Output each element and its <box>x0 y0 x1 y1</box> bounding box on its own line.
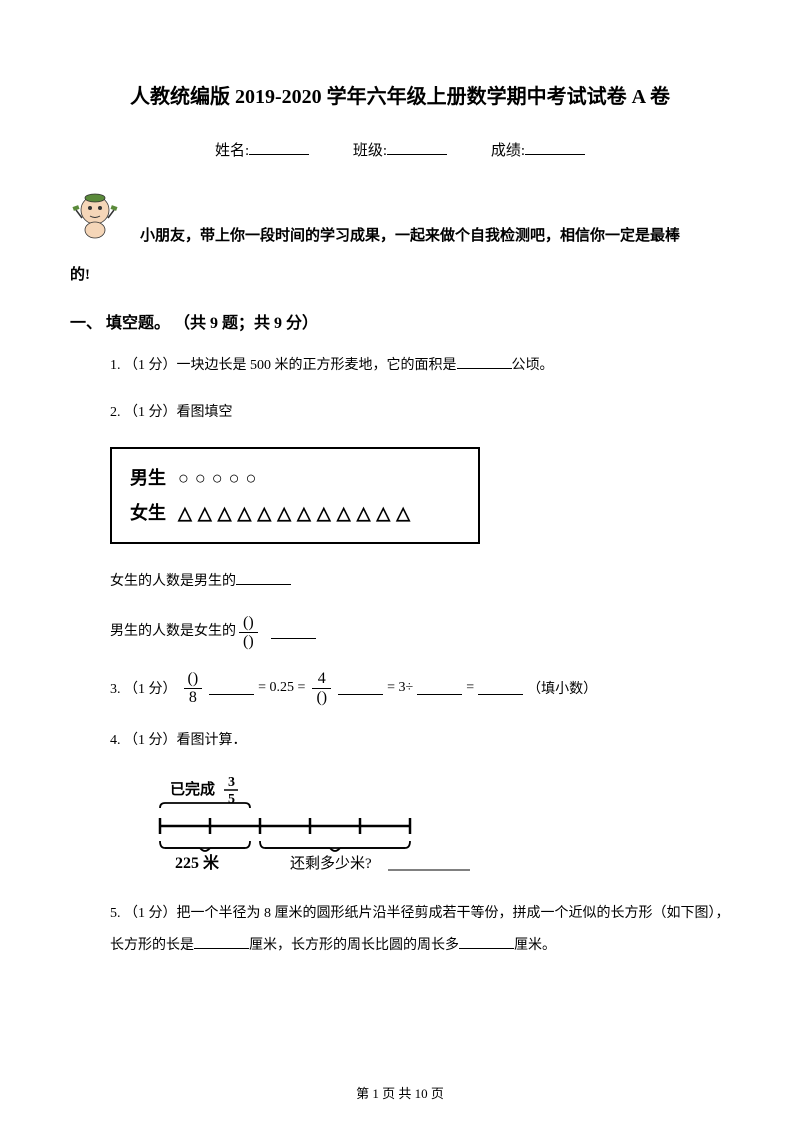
frac-num: 4 <box>312 670 331 689</box>
frac-den: () <box>239 633 258 651</box>
svg-text:5: 5 <box>228 792 235 807</box>
svg-text:3: 3 <box>228 776 235 790</box>
q3-frac2: 4 () <box>312 670 331 706</box>
q1-suffix: 公顷。 <box>512 358 554 373</box>
question-2: 2. （1 分）看图填空 <box>70 400 730 425</box>
q3-blank4 <box>478 681 523 695</box>
q2-sub2-blank <box>271 625 316 639</box>
name-blank <box>249 154 309 155</box>
q1-blank <box>457 355 512 369</box>
frac-den: () <box>312 689 331 707</box>
q2-sub1-text: 女生的人数是男生的 <box>110 574 236 589</box>
q3-eq3: = <box>466 680 474 696</box>
q3-blank1 <box>209 681 254 695</box>
boys-row: 男生 ○○○○○ <box>130 461 460 495</box>
q3-suffix: （填小数） <box>527 678 597 698</box>
boys-shapes: ○○○○○ <box>178 461 262 495</box>
question-4: 4. （1 分）看图计算． <box>70 728 730 753</box>
class-label: 班级: <box>353 143 387 159</box>
q5-line2a: 长方形的长是 <box>110 938 194 953</box>
svg-text:225 米: 225 米 <box>175 853 220 872</box>
q3-eq2: = 3÷ <box>387 680 413 696</box>
page-title: 人教统编版 2019-2020 学年六年级上册数学期中考试试卷 A 卷 <box>70 80 730 109</box>
boys-label: 男生 <box>130 461 166 495</box>
q2-frac: () () <box>239 614 258 650</box>
q1-prefix: 1. （1 分）一块边长是 500 米的正方形麦地，它的面积是 <box>110 358 457 373</box>
section-header: 一、 填空题。 （共 9 题；共 9 分） <box>70 309 730 333</box>
frac-num: () <box>184 670 203 689</box>
q2-figure-box: 男生 ○○○○○ 女生 △△△△△△△△△△△△ <box>110 447 480 543</box>
q5-blank1 <box>194 935 249 949</box>
q5-line1: 5. （1 分）把一个半径为 8 厘米的圆形纸片沿半径剪成若干等份，拼成一个近似… <box>110 906 730 921</box>
q3-blank3 <box>417 681 462 695</box>
q3-eq1: = 0.25 = <box>258 680 305 696</box>
mascot-icon <box>70 190 120 240</box>
q2-sub1: 女生的人数是男生的 <box>110 569 730 594</box>
name-label: 姓名: <box>215 143 249 159</box>
q5-line2b: 厘米，长方形的周长比圆的周长多 <box>249 938 459 953</box>
q3-prefix: 3. （1 分） <box>110 678 177 698</box>
score-blank <box>525 154 585 155</box>
q3-blank2 <box>338 681 383 695</box>
svg-text:已完成: 已完成 <box>170 780 215 798</box>
class-blank <box>387 154 447 155</box>
q5-blank2 <box>459 935 514 949</box>
svg-text:还剩多少米?: 还剩多少米? <box>290 855 372 872</box>
q2-sub1-blank <box>236 571 291 585</box>
girls-label: 女生 <box>130 496 166 530</box>
girls-shapes: △△△△△△△△△△△△ <box>178 496 416 530</box>
frac-den: 8 <box>184 689 203 707</box>
frac-num: () <box>239 614 258 633</box>
intro-row: 小朋友，带上你一段时间的学习成果，一起来做个自我检测吧，相信你一定是最棒 <box>70 190 730 253</box>
q5-line2c: 厘米。 <box>514 938 556 953</box>
q3-frac1: () 8 <box>184 670 203 706</box>
girls-row: 女生 △△△△△△△△△△△△ <box>130 496 460 530</box>
question-5: 5. （1 分）把一个半径为 8 厘米的圆形纸片沿半径剪成若干等份，拼成一个近似… <box>110 898 730 962</box>
intro-text: 小朋友，带上你一段时间的学习成果，一起来做个自我检测吧，相信你一定是最棒 <box>140 190 680 253</box>
question-3: 3. （1 分） () 8 = 0.25 = 4 () = 3÷ = （填小数） <box>110 670 730 706</box>
q2-sub2: 男生的人数是女生的 () () <box>110 614 730 650</box>
intro-end: 的! <box>70 263 730 284</box>
info-row: 姓名: 班级: 成绩: <box>70 139 730 160</box>
page-footer: 第 1 页 共 10 页 <box>0 1083 800 1102</box>
score-label: 成绩: <box>491 143 525 159</box>
question-1: 1. （1 分）一块边长是 500 米的正方形麦地，它的面积是 公顷。 <box>70 353 730 378</box>
q2-sub2-text: 男生的人数是女生的 <box>110 619 236 644</box>
q4-diagram: 已完成 3 5 225 米 还剩多少米? <box>150 776 480 876</box>
